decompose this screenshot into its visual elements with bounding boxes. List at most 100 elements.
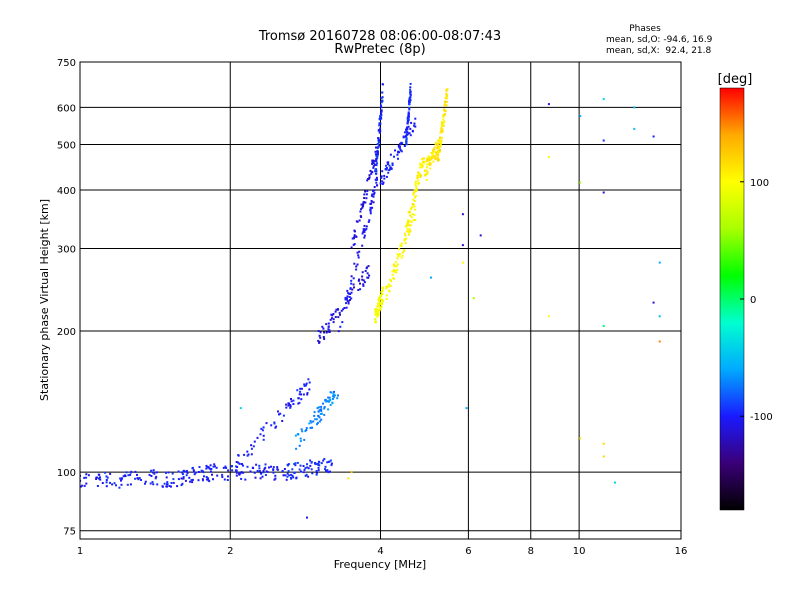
data-point [372,165,375,168]
data-point [176,485,179,488]
data-point [305,429,308,431]
data-point [80,479,82,482]
data-point [254,476,257,479]
data-point [371,160,374,163]
data-point [381,83,384,86]
data-point [335,308,338,311]
data-point [413,208,416,211]
data-point [375,168,378,171]
data-point [358,219,361,222]
data-point [188,476,191,479]
data-point [322,336,325,338]
data-point [350,275,353,278]
data-point [376,310,379,313]
data-point [172,478,175,481]
data-point [360,208,363,211]
data-point [422,162,425,165]
data-point [376,305,379,308]
x-tick-label: 10 [573,546,586,557]
data-point [273,478,276,481]
data-point [242,464,244,467]
data-point [434,143,437,146]
data-point [380,97,383,99]
data-point [327,322,330,325]
data-point [409,96,412,99]
data-point [255,463,258,466]
data-point [633,127,636,130]
data-point [432,150,435,153]
data-point [306,392,309,395]
data-point [324,399,327,402]
data-point [443,120,446,123]
data-point [356,263,359,266]
data-point [345,302,347,305]
data-point [258,467,261,470]
data-point [408,103,411,106]
data-point [377,137,380,139]
y-tick-label: 200 [57,327,76,338]
data-point [298,401,301,404]
data-point [317,339,320,342]
data-point [377,143,379,146]
data-point [333,396,336,399]
data-point [344,298,347,301]
data-point [363,231,366,233]
data-point [391,270,394,273]
data-point [396,263,399,266]
data-point [227,475,229,478]
data-point [270,424,273,427]
data-point [379,308,382,311]
data-point [425,173,428,175]
data-point [120,483,123,486]
data-point [364,270,367,272]
data-point [465,407,468,410]
data-point [105,479,108,481]
data-point [409,224,412,227]
data-point [121,477,123,480]
data-point [409,127,412,130]
data-point [105,481,108,484]
data-point [614,481,616,484]
phase-stats-heading: Phases [629,24,661,34]
data-point [432,160,435,163]
data-point [326,469,329,472]
data-point [273,422,276,425]
data-point [122,475,125,478]
data-point [378,309,381,312]
data-point [371,206,374,209]
data-point [378,131,381,134]
data-point [340,309,343,312]
data-point [238,472,240,475]
data-point [380,106,383,109]
data-point [443,103,446,106]
data-point [372,190,374,193]
data-point [370,200,373,203]
data-point [308,381,311,384]
data-point [318,334,321,337]
data-point [301,430,304,433]
data-point [327,396,330,399]
data-point [429,159,432,162]
data-point [380,175,383,178]
data-point [413,189,416,192]
data-point [397,145,400,147]
data-point [426,171,429,174]
data-point [216,474,219,477]
data-point [170,482,173,484]
data-point [409,92,412,95]
data-point [368,219,371,222]
y-tick-label: 750 [57,58,76,69]
y-tick-label: 400 [57,186,76,197]
data-point [284,474,287,477]
data-point [398,248,401,251]
data-point [239,472,242,475]
data-point [381,287,384,290]
data-point [376,162,378,165]
data-point [408,132,411,135]
x-axis-label: Frequency [MHz] [334,558,426,571]
data-point [354,235,357,238]
data-point [372,201,375,204]
data-point [171,472,174,475]
data-point [250,444,253,447]
data-point [362,279,365,282]
